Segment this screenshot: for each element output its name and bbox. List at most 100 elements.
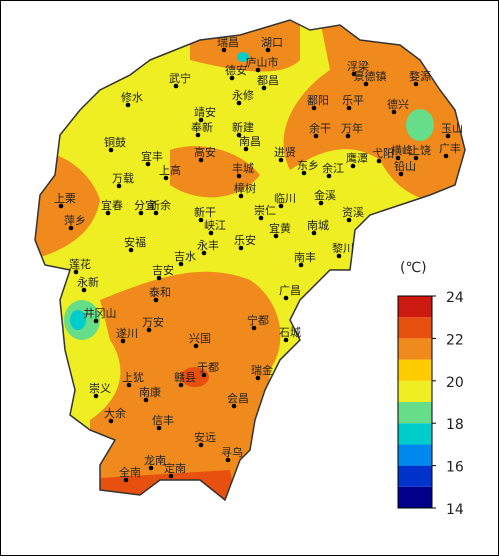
station-dot [198, 157, 204, 163]
station-label: 大余 [104, 406, 126, 420]
station-label: 赣县 [174, 370, 196, 384]
station-dot [283, 295, 289, 301]
colorbar-bin [398, 380, 432, 402]
station-dot [208, 230, 214, 236]
station-dot [413, 155, 419, 161]
station-dot [236, 100, 242, 106]
station-dot [156, 425, 162, 431]
station-dot [201, 250, 207, 256]
station-label: 丰城 [232, 162, 254, 175]
station-label: 南城 [307, 219, 329, 232]
station-dot [126, 382, 132, 388]
station-dot [273, 233, 279, 239]
station-label: 莲花 [69, 258, 91, 271]
station-label: 靖安 [194, 105, 216, 119]
station-label: 南丰 [294, 251, 316, 264]
legend-unit: (℃) [400, 260, 427, 276]
station-dot [68, 225, 74, 231]
station-dot [298, 262, 304, 268]
colorbar-bin [398, 317, 432, 339]
colorbar-tick-label: 20 [446, 375, 464, 391]
station-label: 永新 [77, 275, 99, 289]
station-label: 全南 [119, 465, 141, 479]
station-label: 东乡 [297, 159, 319, 172]
station-dot [346, 105, 352, 111]
station-label: 上犹 [122, 371, 144, 384]
station-dot [156, 275, 162, 281]
station-label: 兴国 [189, 332, 211, 345]
station-label: 定南 [164, 461, 186, 475]
station-label: 万载 [112, 172, 134, 185]
station-dot [138, 210, 144, 216]
station-dot [116, 183, 122, 189]
station-label: 湖口 [261, 36, 283, 49]
station-dot [258, 215, 264, 221]
station-dot [193, 343, 199, 349]
station-label: 德兴 [387, 97, 409, 111]
station-dot [398, 171, 404, 177]
legend: (℃) 14 16 18 20 22 24 [397, 260, 464, 518]
station-dot [225, 457, 231, 463]
station-dot [346, 217, 352, 223]
station-label: 万安 [142, 315, 164, 329]
station-label: 上高 [159, 163, 181, 177]
station-dot [198, 217, 204, 223]
station-label: 横峰 [391, 143, 413, 157]
station-dot [395, 155, 401, 161]
station-label: 崇仁 [254, 204, 276, 217]
station-label: 黎川 [332, 241, 354, 255]
station-dot [311, 230, 317, 236]
station-label: 奉新 [191, 120, 213, 134]
station-dot [445, 133, 451, 139]
station-label: 上饶 [409, 144, 431, 157]
station-dot [251, 325, 257, 331]
station-label: 武宁 [169, 71, 191, 85]
colorbar-bin [398, 359, 432, 381]
station-label: 会昌 [227, 392, 249, 405]
station-label: 鹰潭 [346, 151, 368, 165]
station-dot [391, 109, 397, 115]
station-dot [93, 318, 99, 324]
colorbar-tick-label: 24 [446, 290, 464, 306]
colorbar-tick-label: 22 [446, 332, 464, 348]
station-label: 宜春 [101, 198, 123, 212]
station-dot [363, 81, 369, 87]
station-label: 宜黄 [269, 221, 291, 235]
station-dot [146, 327, 152, 333]
station-label: 樟树 [234, 181, 256, 195]
station-dot [231, 403, 237, 409]
colorbar-bin [398, 402, 432, 424]
station-dot [243, 146, 249, 152]
station-dot [301, 170, 307, 176]
station-dot [58, 203, 64, 209]
station-label: 瑞昌 [217, 35, 239, 49]
station-label: 石城 [279, 326, 301, 339]
station-label: 修水 [121, 90, 143, 104]
station-label: 新干 [194, 205, 216, 219]
station-dot [178, 261, 184, 267]
station-label: 进贤 [274, 146, 296, 159]
station-label: 婺源 [409, 69, 431, 83]
station-dot [93, 393, 99, 399]
station-label: 临川 [274, 191, 296, 205]
station-label: 广丰 [439, 142, 461, 155]
colorbar-tick-label: 16 [446, 460, 464, 476]
station-dot [153, 210, 159, 216]
station-label: 新余 [149, 198, 171, 212]
station-dot [261, 85, 267, 91]
station-dot [318, 200, 324, 206]
station-label: 玉山 [441, 122, 463, 135]
colorbar-bin [398, 486, 432, 508]
station-label: 南昌 [239, 135, 261, 148]
station-dot [311, 105, 317, 111]
station-label: 浮梁 [347, 59, 369, 73]
station-dot [278, 203, 284, 209]
station-dot [336, 253, 342, 259]
station-dot [128, 247, 134, 253]
station-dot [125, 102, 131, 108]
station-label: 铜鼓 [104, 135, 126, 149]
station-dot [221, 47, 227, 53]
station-dot [236, 173, 242, 179]
